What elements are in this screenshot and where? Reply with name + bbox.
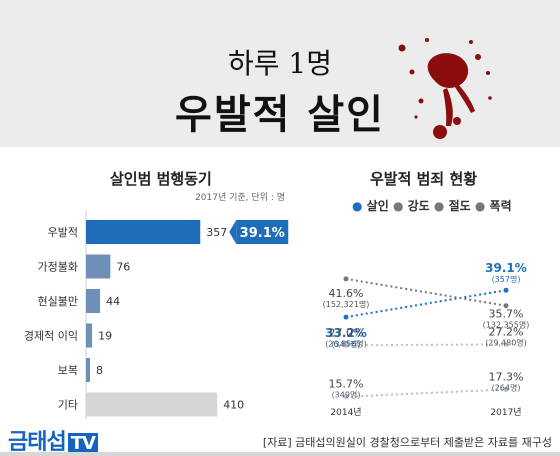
bar-category-label: 기타 (58, 399, 78, 412)
x-tick-label: 2014년 (330, 407, 361, 418)
bar-value-label: 19 (98, 330, 112, 343)
bar (86, 358, 90, 382)
blood-splatter-icon (398, 38, 492, 139)
legend-dot-icon: ● (352, 199, 363, 213)
data-count-label: (357명) (492, 274, 521, 284)
legend-dot-icon: ● (474, 199, 486, 213)
bar-value-label: 410 (223, 399, 244, 412)
channel-logo: 금태섭 TV (8, 424, 98, 456)
bar-value-label: 8 (96, 364, 103, 377)
x-tick-label: 2017년 (490, 407, 521, 418)
bar-chart-note: 2017년 기준, 단위 : 명 (195, 193, 285, 203)
legend-item-violence: 폭력 (489, 199, 512, 213)
motive-bar-chart: 우발적 357 39.1% 가정불화 76 현실불만 44 경제적 이익 19 보복 8 기타 410 (24, 210, 289, 420)
data-label: 39.1% (485, 261, 527, 275)
bar-category-label: 경제적 이익 (24, 330, 78, 343)
data-count-label: (152,321명) (323, 299, 370, 309)
data-point (503, 287, 509, 293)
bar (86, 289, 101, 313)
bar-value-label: 44 (106, 295, 120, 308)
bar-category-label: 가정불화 (38, 261, 78, 274)
bar (86, 220, 201, 244)
data-count-label: (29,480명) (485, 337, 527, 347)
bar-value-label: 76 (116, 261, 130, 274)
line-chart-legend: ● 살인 ● 강도 ● 절도 ● 폭력 (352, 197, 512, 214)
source-note: [자료] 금태섭의원실이 경찰청으로부터 제출받은 자료를 재구성 (262, 436, 552, 449)
series-line (345, 343, 507, 347)
legend-dot-icon: ● (433, 199, 445, 213)
legend-dot-icon: ● (392, 199, 404, 213)
bar (86, 323, 93, 348)
bar-chart-title: 살인범 범행동기 (110, 170, 212, 188)
data-label: 15.7% (329, 378, 364, 391)
data-label: 17.3% (489, 370, 524, 383)
series-line (345, 289, 507, 319)
bar-category-label: 보복 (58, 364, 78, 377)
page-title-line1: 하루 1명 (228, 47, 332, 80)
page-title-line2: 우발적 살인 (175, 92, 385, 138)
data-point (503, 386, 509, 392)
callout-label: 39.1% (240, 226, 285, 241)
bar (86, 392, 218, 417)
data-label: 33.2% (325, 326, 367, 340)
series-line (345, 388, 507, 398)
data-label: 27.2% (489, 325, 524, 338)
data-label: 27.0% (329, 326, 364, 339)
data-count-label: (264명) (492, 382, 521, 392)
bar (86, 254, 111, 279)
data-count-label: (132,355명) (483, 320, 530, 330)
incidence-line-chart: 2014년2017년33.2%(345명)39.1%(357명)15.7%(34… (323, 261, 530, 418)
data-point (503, 341, 509, 347)
data-count-label: (26,856명) (325, 338, 367, 348)
callout-arrow (229, 220, 237, 244)
data-point (343, 342, 349, 348)
line-chart-title: 우발적 범죄 현황 (370, 170, 478, 188)
bar-value-label: 357 (206, 226, 227, 239)
legend-item-theft: 절도 (448, 199, 471, 213)
legend-item-robbery: 강도 (407, 199, 430, 213)
bar-category-label: 우발적 (48, 226, 78, 239)
logo-text: 금태섭 (8, 430, 67, 455)
data-point (343, 314, 349, 320)
legend-item-murder: 살인 (366, 199, 389, 213)
data-label: 35.7% (489, 308, 524, 321)
series-line (345, 277, 507, 307)
bar-category-label: 현실불만 (38, 295, 78, 308)
data-label: 41.6% (329, 287, 364, 300)
data-count-label: (349명) (332, 390, 361, 400)
footer-divider (0, 452, 560, 456)
data-point (343, 276, 349, 282)
callout-box (236, 220, 289, 244)
data-point (343, 394, 349, 400)
logo-tv: TV (67, 433, 98, 454)
data-point (503, 303, 509, 309)
